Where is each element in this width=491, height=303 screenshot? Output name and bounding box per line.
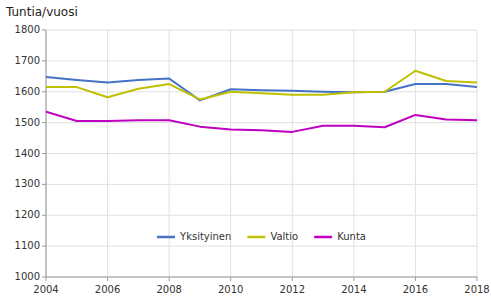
legend-swatch [247, 236, 265, 239]
legend-label: Valtio [270, 231, 298, 242]
x-tick-label: 2012 [280, 284, 305, 295]
grid-line-y [46, 30, 477, 31]
grid-line-x [477, 30, 478, 277]
y-axis-label: Tuntia/vuosi [5, 5, 78, 19]
y-tick-label: 1700 [15, 55, 40, 66]
x-axis-line [46, 277, 477, 278]
y-tick [42, 91, 46, 92]
y-tick-label: 1200 [15, 209, 40, 220]
grid-line-y [46, 215, 477, 216]
x-tick [107, 277, 108, 281]
series-group [46, 71, 477, 132]
legend-swatch [314, 236, 332, 239]
legend-label: Kunta [337, 231, 366, 242]
x-tick [169, 277, 170, 281]
grid-line-y [46, 277, 477, 278]
grid-line-x [415, 30, 416, 277]
x-tick-label: 2010 [218, 284, 243, 295]
y-tick-label: 1500 [15, 117, 40, 128]
y-tick-label: 1800 [15, 24, 40, 35]
x-tick [292, 277, 293, 281]
x-tick-label: 2004 [33, 284, 58, 295]
x-tick-label: 2008 [156, 284, 181, 295]
y-tick [42, 277, 46, 278]
series-line [46, 112, 477, 132]
y-tick [42, 122, 46, 123]
series-line [46, 71, 477, 100]
grid-line-y [46, 60, 477, 61]
legend-item: Yksityinen [157, 231, 231, 242]
x-tick [230, 277, 231, 281]
grid-line-x [169, 30, 170, 277]
grid-line-y [46, 184, 477, 185]
x-tick-label: 2016 [403, 284, 428, 295]
legend-item: Valtio [247, 231, 298, 242]
legend-label: Yksityinen [179, 231, 231, 242]
legend-item: Kunta [314, 231, 366, 242]
x-tick-label: 2006 [95, 284, 120, 295]
x-tick [415, 277, 416, 281]
x-tick [353, 277, 354, 281]
axes: 1000 1100 1200 1300 1400 1500 1600 1700 1800 2004… [15, 24, 490, 295]
x-tick [477, 277, 478, 281]
x-tick-label: 2014 [341, 284, 366, 295]
y-tick-label: 1600 [15, 86, 40, 97]
y-tick [42, 246, 46, 247]
x-tick-label: 2018 [464, 284, 489, 295]
grid-line-y [46, 91, 477, 92]
x-tick [46, 277, 47, 281]
grid-line-x [107, 30, 108, 277]
y-tick [42, 30, 46, 31]
y-tick [42, 60, 46, 61]
y-tick [42, 215, 46, 216]
y-tick-label: 1100 [15, 240, 40, 251]
legend: Yksityinen Valtio Kunta [157, 231, 366, 242]
grid-line-y [46, 246, 477, 247]
grid-line-y [46, 122, 477, 123]
y-tick-label: 1000 [15, 271, 40, 282]
y-tick [42, 184, 46, 185]
y-tick-label: 1300 [15, 178, 40, 189]
y-tick [42, 153, 46, 154]
chart-svg: 1000 1100 1200 1300 1400 1500 1600 1700 1800 2004… [0, 0, 491, 303]
grid-line-y [46, 153, 477, 154]
legend-swatch [157, 236, 175, 239]
y-tick-label: 1400 [15, 148, 40, 159]
chart-container: 1000 1100 1200 1300 1400 1500 1600 1700 1800 2004… [0, 0, 491, 303]
grid [46, 30, 477, 277]
